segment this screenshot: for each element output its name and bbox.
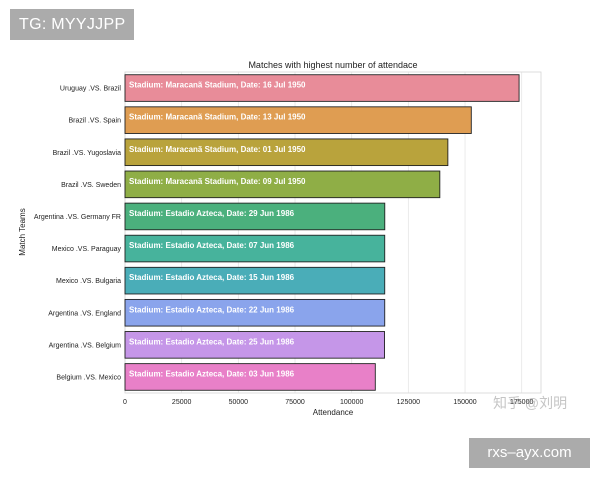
bar	[124, 363, 376, 391]
watermark: 知乎 @刘明	[493, 395, 568, 411]
bar-annotation: Stadium: Maracanã Stadium, Date: 01 Jul …	[129, 145, 306, 154]
x-tick-label: 175000	[510, 399, 533, 406]
x-tick-label: 125000	[397, 399, 420, 406]
category-label: Uruguay .VS. Brazil	[60, 86, 122, 93]
y-axis-label: Match Teams	[18, 208, 27, 255]
bar	[124, 331, 385, 359]
bar-annotation: Stadium: Maracanã Stadium, Date: 09 Jul …	[129, 177, 306, 186]
category-labels: Uruguay .VS. Brazil Brazil .VS. Spain Braz…	[34, 86, 122, 382]
x-tick-label: 75000	[285, 399, 305, 406]
category-label: Belgium .VS. Mexico	[56, 374, 121, 381]
bar-annotation: Stadium: Estadio Azteca, Date: 03 Jun 19…	[129, 369, 295, 378]
x-tick-label: 0	[123, 399, 127, 406]
bar	[124, 106, 472, 134]
bar	[124, 138, 449, 167]
bar	[124, 234, 386, 263]
x-tick-label: 25000	[172, 399, 192, 406]
category-label: Brazil .VS. Yugoslavia	[53, 150, 121, 157]
x-tick-label: 50000	[229, 399, 249, 406]
bar-annotation: Stadium: Estadio Azteca, Date: 22 Jun 19…	[129, 305, 295, 314]
category-label: Brazil .VS. Sweden	[61, 182, 121, 189]
bar	[124, 202, 386, 231]
category-label: Mexico .VS. Bulgaria	[56, 278, 121, 285]
x-tick-labels: 0 25000 50000 75000 100000 125000 150000 175000	[123, 399, 533, 406]
category-label: Argentina .VS. England	[48, 310, 121, 317]
chart-title: Matches with highest number of attendace	[248, 60, 417, 70]
bar	[124, 298, 386, 327]
bars-group: Stadium: Maracanã Stadium, Date: 16 Jul …	[124, 74, 520, 391]
x-tick-label: 100000	[340, 399, 363, 406]
bar-annotation: Stadium: Estadio Azteca, Date: 07 Jun 19…	[129, 241, 295, 250]
category-label: Mexico .VS. Paraguay	[52, 246, 122, 253]
x-tick-label: 150000	[453, 399, 476, 406]
bar-annotation: Stadium: Estadio Azteca, Date: 15 Jun 19…	[129, 273, 295, 282]
x-axis-label: Attendance	[313, 408, 354, 417]
bar-annotation: Stadium: Estadio Azteca, Date: 29 Jun 19…	[129, 209, 295, 218]
plot-area	[124, 71, 542, 394]
tag-label: TG: MYYJJPP	[10, 9, 134, 40]
bar-annotation: Stadium: Maracanã Stadium, Date: 13 Jul …	[129, 113, 306, 122]
bar	[124, 266, 386, 295]
category-label: Brazil .VS. Spain	[68, 118, 121, 125]
category-label: Argentina .VS. Germany FR	[34, 214, 121, 221]
bar-annotation: Stadium: Maracanã Stadium, Date: 16 Jul …	[129, 81, 306, 90]
footer-badge: rxs–ayx.com	[469, 438, 590, 468]
bar	[124, 170, 441, 199]
category-label: Argentina .VS. Belgium	[49, 342, 122, 349]
bar-annotation: Stadium: Estadio Azteca, Date: 25 Jun 19…	[129, 337, 295, 346]
bar	[124, 74, 520, 102]
